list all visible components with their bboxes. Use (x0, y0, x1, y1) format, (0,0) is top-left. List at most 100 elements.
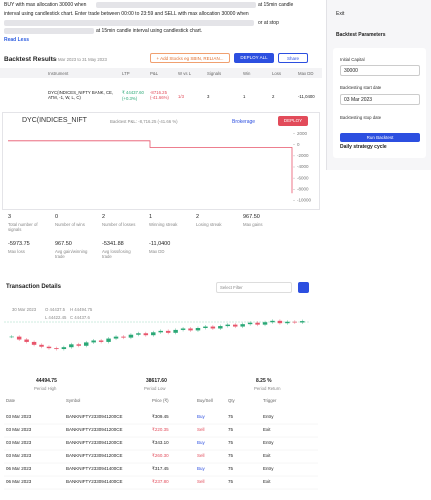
candle (24, 339, 29, 342)
candle (218, 326, 223, 329)
candle (232, 324, 238, 327)
cell: ₹237.80 (152, 479, 169, 484)
cell: DYC(INDICES_NIFTY BANK, CE, ATM, -1, W, … (48, 90, 114, 100)
cell: BANKNIFTY2330941400CE (66, 466, 123, 471)
y-tick-label: -4000 (297, 164, 309, 169)
candle (255, 322, 260, 325)
share[interactable]: Share (278, 53, 308, 63)
candle (83, 342, 89, 346)
candle (76, 344, 82, 346)
stat-label: Avg loss/losing trade (102, 249, 131, 259)
cell: ₹343.10 (152, 440, 169, 445)
period-value: 38617.60 (146, 378, 167, 384)
exit[interactable]: Exit (336, 11, 345, 17)
candle (262, 322, 268, 325)
column-header: P&L (150, 71, 159, 76)
cell: 75 (228, 427, 234, 432)
cell: Buy (197, 440, 205, 445)
column-header: Max DD (298, 71, 314, 76)
column-header: Buy/Sell (197, 398, 213, 403)
cell: BANKNIFTY2330941200CE (66, 414, 123, 419)
cell: ₹317.45 (152, 466, 169, 471)
ohlc-value: C 44437.6 (70, 315, 90, 320)
candle (195, 328, 201, 331)
deploy[interactable]: DEPLOY (278, 116, 308, 126)
column-header: Signals (207, 71, 222, 76)
candle (98, 340, 104, 342)
cell: 1/3 (178, 94, 184, 99)
candle (54, 348, 59, 350)
ohlc-value: H 44494.75 (70, 307, 93, 312)
period-value: 8.25 % (256, 378, 272, 384)
candle (225, 324, 231, 327)
brokerage[interactable]: Brokerage (232, 119, 256, 125)
input-value: 30000 (344, 68, 358, 74)
period-label: Period Return (254, 386, 281, 391)
stat-value: 2 (102, 214, 106, 220)
cell: 03 Mar 2023 (6, 427, 32, 432)
run-button[interactable]: Run Backtest (340, 133, 420, 142)
ohlc-date: 30 Mar 2023 (12, 307, 37, 312)
candle (91, 340, 96, 343)
download[interactable] (298, 282, 309, 293)
cell: Entry (263, 466, 274, 471)
stat-label: Avg gain/winning trade (55, 249, 88, 259)
column-header: Date (6, 398, 16, 403)
filter[interactable] (216, 282, 292, 293)
cell: 03 Mar 2023 (6, 453, 32, 458)
chart-subtitle: Backtest P&L: -8,716.25 (-41.66 %) (110, 119, 178, 124)
cell: BANKNIFTY2330941200CE (66, 440, 123, 445)
desc: at 15min candle interval using candlesti… (96, 28, 203, 34)
cell: Entry (263, 440, 274, 445)
stat-value: 0 (55, 214, 59, 220)
candle (151, 332, 156, 336)
cell: -8716.25 (-41.66%) (150, 90, 169, 100)
stat-label: Max DD (149, 249, 165, 254)
read-less[interactable]: Read Less (4, 37, 30, 43)
cell: 06 Mar 2023 (6, 466, 32, 471)
candle (113, 336, 119, 339)
input[interactable] (340, 65, 420, 76)
stat-value: 967.50 (55, 241, 72, 247)
cell: BANKNIFTY2330941200CE (66, 427, 123, 432)
column-header: Qty (228, 398, 235, 403)
candle (121, 336, 126, 338)
pnl-line (8, 140, 293, 194)
candle (106, 338, 111, 342)
column-header: Instrument (48, 71, 69, 76)
cell: Exit (263, 479, 271, 484)
column-header: Loss (272, 71, 282, 76)
cell: ₹ 44437.60 (+0.3%) (122, 90, 144, 101)
candle (136, 333, 141, 335)
blur (4, 28, 94, 34)
candle (285, 321, 290, 324)
chart-title: DYC(INDICES_NIFT (22, 117, 87, 124)
candle (240, 324, 245, 327)
candle (203, 326, 208, 328)
candle (180, 328, 186, 330)
deploy-all[interactable]: DEPLOY ALL (234, 53, 274, 63)
cell: ₹220.35 (152, 427, 169, 432)
candle (128, 334, 134, 338)
candle (158, 330, 163, 333)
y-tick-label: -8000 (297, 186, 309, 191)
add-button[interactable]: + Add Stocks eg SBIN, RELIAN... (150, 53, 230, 63)
cell: ₹309.45 (152, 414, 169, 419)
y-tick-label: 0 (297, 142, 300, 147)
column-header: Symbol (66, 398, 81, 403)
cell: BANKNIFTY2330941400CE (66, 479, 123, 484)
results-range: 03 Mar 2023 to 31 May 2023 (52, 57, 107, 62)
results-title: Backtest Results (4, 56, 57, 63)
column-header: W vs L (178, 71, 192, 76)
date-input[interactable] (340, 94, 420, 105)
section[interactable]: Backtest Parameters (336, 32, 386, 38)
candle (9, 336, 14, 338)
ohlc-value: O 44437.5 (45, 307, 66, 312)
section-title: Transaction Details (6, 284, 62, 290)
candle (31, 341, 37, 345)
column-header: Trigger (263, 398, 277, 403)
input-value: 03 Mar 2023 (344, 97, 373, 103)
period-label: Period Low (144, 386, 166, 391)
cell: BANKNIFTY2330941200CE (66, 453, 123, 458)
